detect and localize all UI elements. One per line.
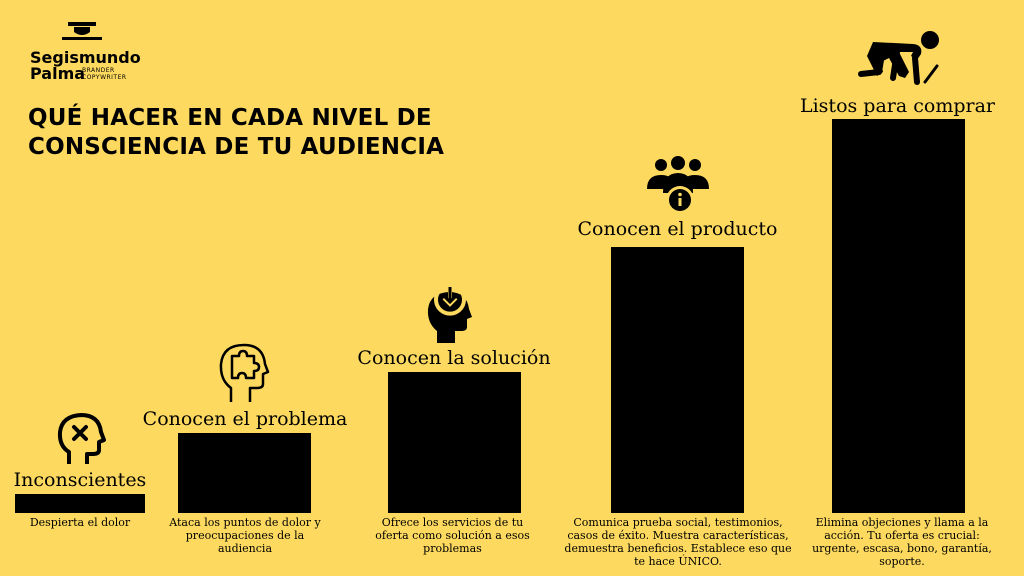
level-5-label: Listos para comprar xyxy=(799,95,995,117)
sprinter-start-icon xyxy=(858,31,939,85)
level-1-bar xyxy=(15,494,145,513)
level-2-bar xyxy=(178,433,311,513)
level-1-description: Despierta el dolor xyxy=(29,516,131,529)
page-title: QUÉ HACER EN CADA NIVEL DE CONSCIENCIA D… xyxy=(28,105,445,160)
brand-tagline: BRANDER COPYWRITER xyxy=(82,67,142,81)
head-download-icon xyxy=(427,287,472,343)
brand-tagline-line2: COPYWRITER xyxy=(82,74,127,81)
logo-mark-icon xyxy=(62,22,102,40)
level-1-label: Inconscientes xyxy=(13,469,147,491)
level-4-description: Comunica prueba social, testimonios, cas… xyxy=(564,516,792,568)
head-puzzle-icon xyxy=(219,343,270,402)
level-2-description: Ataca los puntos de dolor y preocupacion… xyxy=(169,516,321,555)
level-3-description: Ofrece los servicios de tu oferta como s… xyxy=(375,516,530,555)
level-2-label: Conocen el problema xyxy=(142,408,348,430)
brand-name-line1: Segismundo xyxy=(30,48,141,67)
level-5-description: Elimina objeciones y llama a la acción. … xyxy=(812,516,992,568)
level-3-bar xyxy=(388,372,521,513)
brand-tagline-line1: BRANDER xyxy=(82,67,115,74)
level-4-bar xyxy=(611,247,744,513)
level-3-label: Conocen la solución xyxy=(357,347,551,369)
level-4-label: Conocen el producto xyxy=(577,218,778,240)
level-5-bar xyxy=(832,119,965,513)
brand-name-line2: Palma xyxy=(30,64,86,83)
head-cross-icon xyxy=(57,413,106,464)
brand-logo: Segismundo Palma BRANDER COPYWRITER xyxy=(30,22,150,92)
group-info-icon xyxy=(647,156,709,214)
